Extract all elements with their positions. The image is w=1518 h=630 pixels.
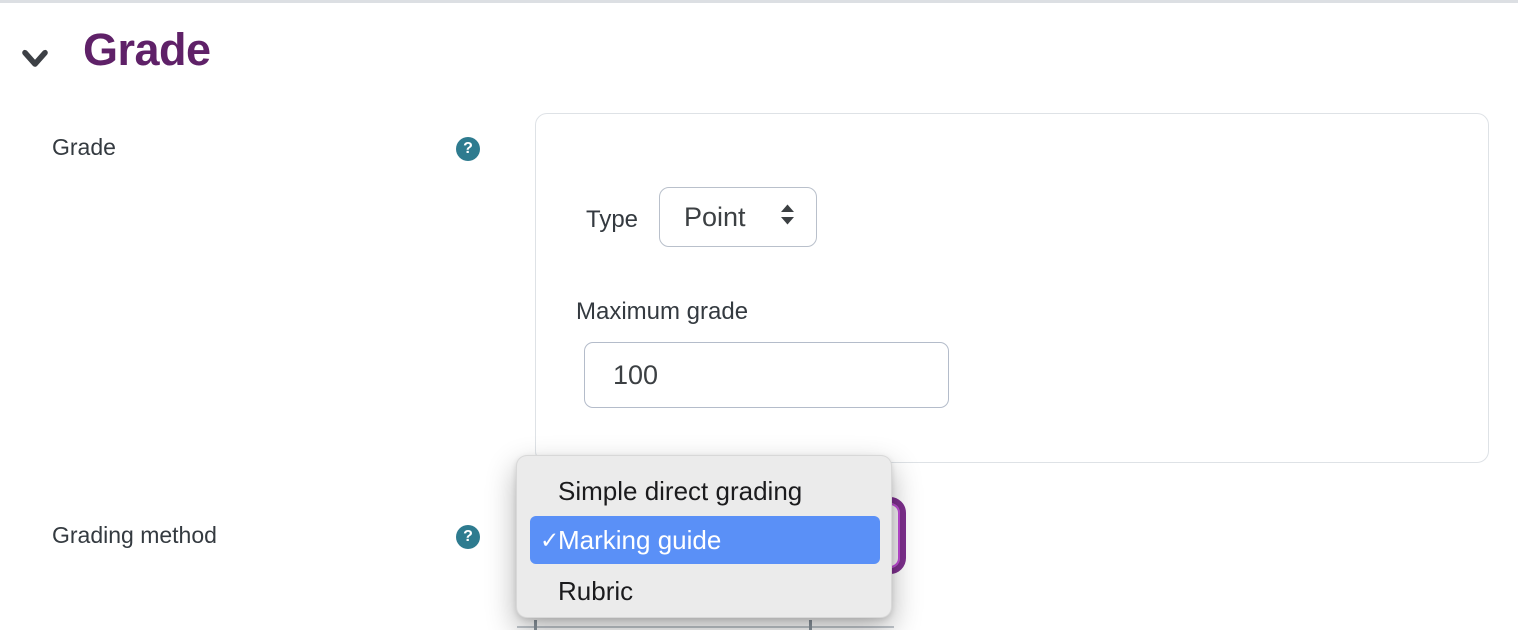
dropdown-option-rubric[interactable]: ✓ Rubric [530, 567, 880, 615]
grade-type-select[interactable]: Point [659, 187, 817, 247]
dropdown-option-simple-direct-grading[interactable]: ✓ Simple direct grading [530, 467, 880, 515]
grade-help-icon[interactable]: ? [456, 137, 480, 161]
section-title: Grade [83, 24, 211, 75]
checkmark-icon: ✓ [540, 526, 560, 553]
collapse-section-chevron-icon[interactable] [20, 46, 50, 72]
grading-method-label: Grading method [52, 522, 217, 548]
grade-type-value: Point [684, 201, 746, 232]
top-divider [0, 0, 1518, 3]
next-element-border-fragment [534, 620, 537, 630]
type-label: Type [586, 206, 639, 233]
dropdown-option-label: Rubric [558, 575, 634, 606]
question-glyph: ? [463, 528, 473, 545]
next-element-top-edge [517, 626, 894, 628]
dropdown-option-label: Simple direct grading [558, 475, 803, 506]
dropdown-option-label: Marking guide [558, 524, 722, 555]
next-element-border-fragment [809, 620, 812, 630]
dropdown-option-marking-guide[interactable]: ✓ Marking guide [530, 516, 880, 564]
grading-method-dropdown-menu: ✓ Simple direct grading ✓ Marking guide … [516, 455, 892, 618]
grade-field-label: Grade [52, 134, 116, 160]
question-glyph: ? [463, 140, 473, 157]
grade-options-box: Type Point Maximum grade [535, 113, 1489, 463]
maximum-grade-input[interactable] [584, 342, 949, 408]
grading-method-help-icon[interactable]: ? [456, 525, 480, 549]
maximum-grade-label: Maximum grade [576, 298, 749, 325]
select-arrows-icon [779, 203, 796, 231]
